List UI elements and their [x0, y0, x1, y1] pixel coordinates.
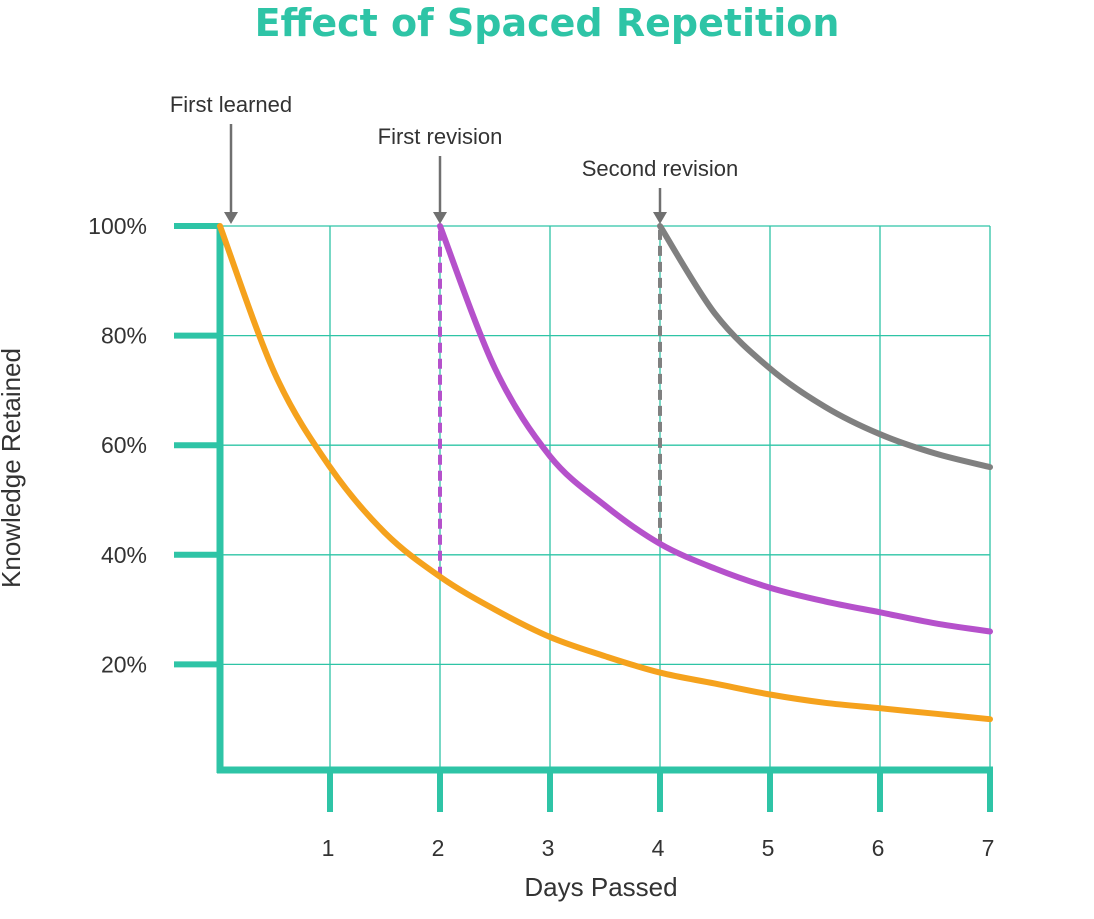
x-tick-label: 7 [982, 835, 995, 861]
retention-curve-second-revision [657, 223, 993, 471]
x-tick-label: 1 [322, 835, 335, 861]
arrow-head-icon [653, 212, 667, 224]
y-tick-label: 40% [101, 542, 147, 568]
x-tick-label: 6 [872, 835, 885, 861]
annotation-label: First learned [170, 92, 292, 117]
arrow-head-icon [224, 212, 238, 224]
retention-curve-initial [217, 223, 993, 723]
annotations: First learned First revision Second revisi… [170, 92, 738, 224]
axes: 20% 40% 60% 80% 100% 1 2 3 4 5 6 7 [88, 213, 994, 861]
y-tick-label: 100% [88, 213, 147, 239]
annotation-label: Second revision [582, 156, 739, 181]
chart-title: Effect of Spaced Repetition [255, 1, 840, 45]
arrow-head-icon [433, 212, 447, 224]
y-tick-label: 60% [101, 432, 147, 458]
x-tick-label: 4 [652, 835, 665, 861]
x-tick-label: 2 [432, 835, 445, 861]
series-lines [217, 223, 993, 723]
y-axis-label: Knowledge Retained [0, 348, 26, 588]
x-tick-label: 3 [542, 835, 555, 861]
retention-curve-first-revision [437, 223, 993, 635]
annotation-label: First revision [378, 124, 503, 149]
y-tick-label: 20% [101, 651, 147, 677]
y-tick-label: 80% [101, 323, 147, 349]
grid [220, 225, 991, 770]
x-axis-label: Days Passed [524, 872, 677, 902]
x-tick-label: 5 [762, 835, 775, 861]
